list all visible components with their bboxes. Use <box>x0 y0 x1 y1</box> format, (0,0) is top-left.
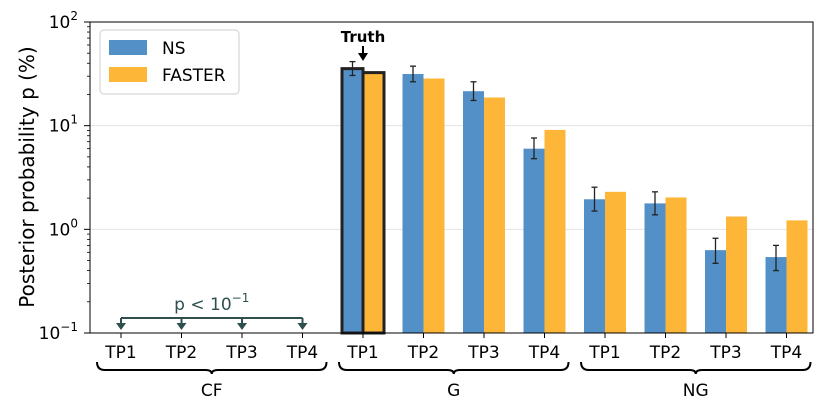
x-tick-label: TP4 <box>286 343 318 363</box>
legend-swatch <box>109 67 147 82</box>
group-label: CF <box>201 381 223 401</box>
bar-ns <box>705 250 726 333</box>
legend: NS FASTER <box>99 29 240 95</box>
y-tick-label: 102 <box>49 9 78 33</box>
truth-label: Truth <box>341 28 386 46</box>
group-label: NG <box>683 381 709 401</box>
bar-faster <box>786 220 808 333</box>
bar-ns <box>765 257 787 333</box>
x-tick-label: TP1 <box>588 343 620 363</box>
bar-faster <box>484 97 505 334</box>
bar-ns <box>402 74 424 333</box>
x-tick-label: TP2 <box>165 343 197 363</box>
x-tick-label: TP1 <box>346 343 378 363</box>
x-tick-label: TP2 <box>649 343 681 363</box>
x-tick-label: TP3 <box>709 343 741 363</box>
x-tick-label: TP2 <box>407 343 439 363</box>
y-axis-label: Posterior probability p (%) <box>15 46 39 307</box>
legend-swatch <box>109 40 147 55</box>
bars <box>342 60 808 334</box>
x-tick-label: TP3 <box>467 343 499 363</box>
axes: 10−1 100 101 102 TP1 TP2 TP3 TP4 TP1 TP2 TP3 TP4 TP1… <box>39 9 812 401</box>
y-tick-label: 101 <box>49 113 78 137</box>
bar-ns <box>523 148 545 333</box>
x-tick-label: TP4 <box>770 343 802 363</box>
legend-label: NS <box>162 39 186 59</box>
legend-label: FASTER <box>162 66 226 86</box>
x-tick-label: TP3 <box>225 343 257 363</box>
upper-limit-arrow-head <box>176 323 187 330</box>
x-tick-label: TP1 <box>104 343 136 363</box>
upper-limit-arrow-head <box>297 323 308 330</box>
bar-faster <box>665 197 687 333</box>
bar-faster <box>423 78 445 333</box>
upper-limit-label: p < 10−1 <box>174 291 249 315</box>
bar-ns <box>584 199 605 333</box>
bar-ns <box>342 68 363 333</box>
group-label: G <box>447 381 460 401</box>
y-tick-label: 100 <box>49 216 78 240</box>
bar-faster <box>363 72 384 333</box>
plot-frame <box>89 21 814 334</box>
bar-faster <box>544 129 566 333</box>
bar-ns <box>463 91 484 333</box>
x-tick-label: TP4 <box>528 343 560 363</box>
group-bracket <box>96 361 328 375</box>
upper-limit-arrow-head <box>237 323 247 330</box>
group-bracket <box>338 361 570 375</box>
group-bracket <box>580 361 812 375</box>
y-tick-label: 10−1 <box>39 320 78 344</box>
grid-lines <box>90 125 813 230</box>
upper-limit-arrow-head <box>116 323 126 330</box>
bar-faster <box>726 216 747 333</box>
bar-faster <box>605 191 626 333</box>
truth-arrow-head <box>358 53 368 61</box>
bar-ns <box>644 203 666 333</box>
